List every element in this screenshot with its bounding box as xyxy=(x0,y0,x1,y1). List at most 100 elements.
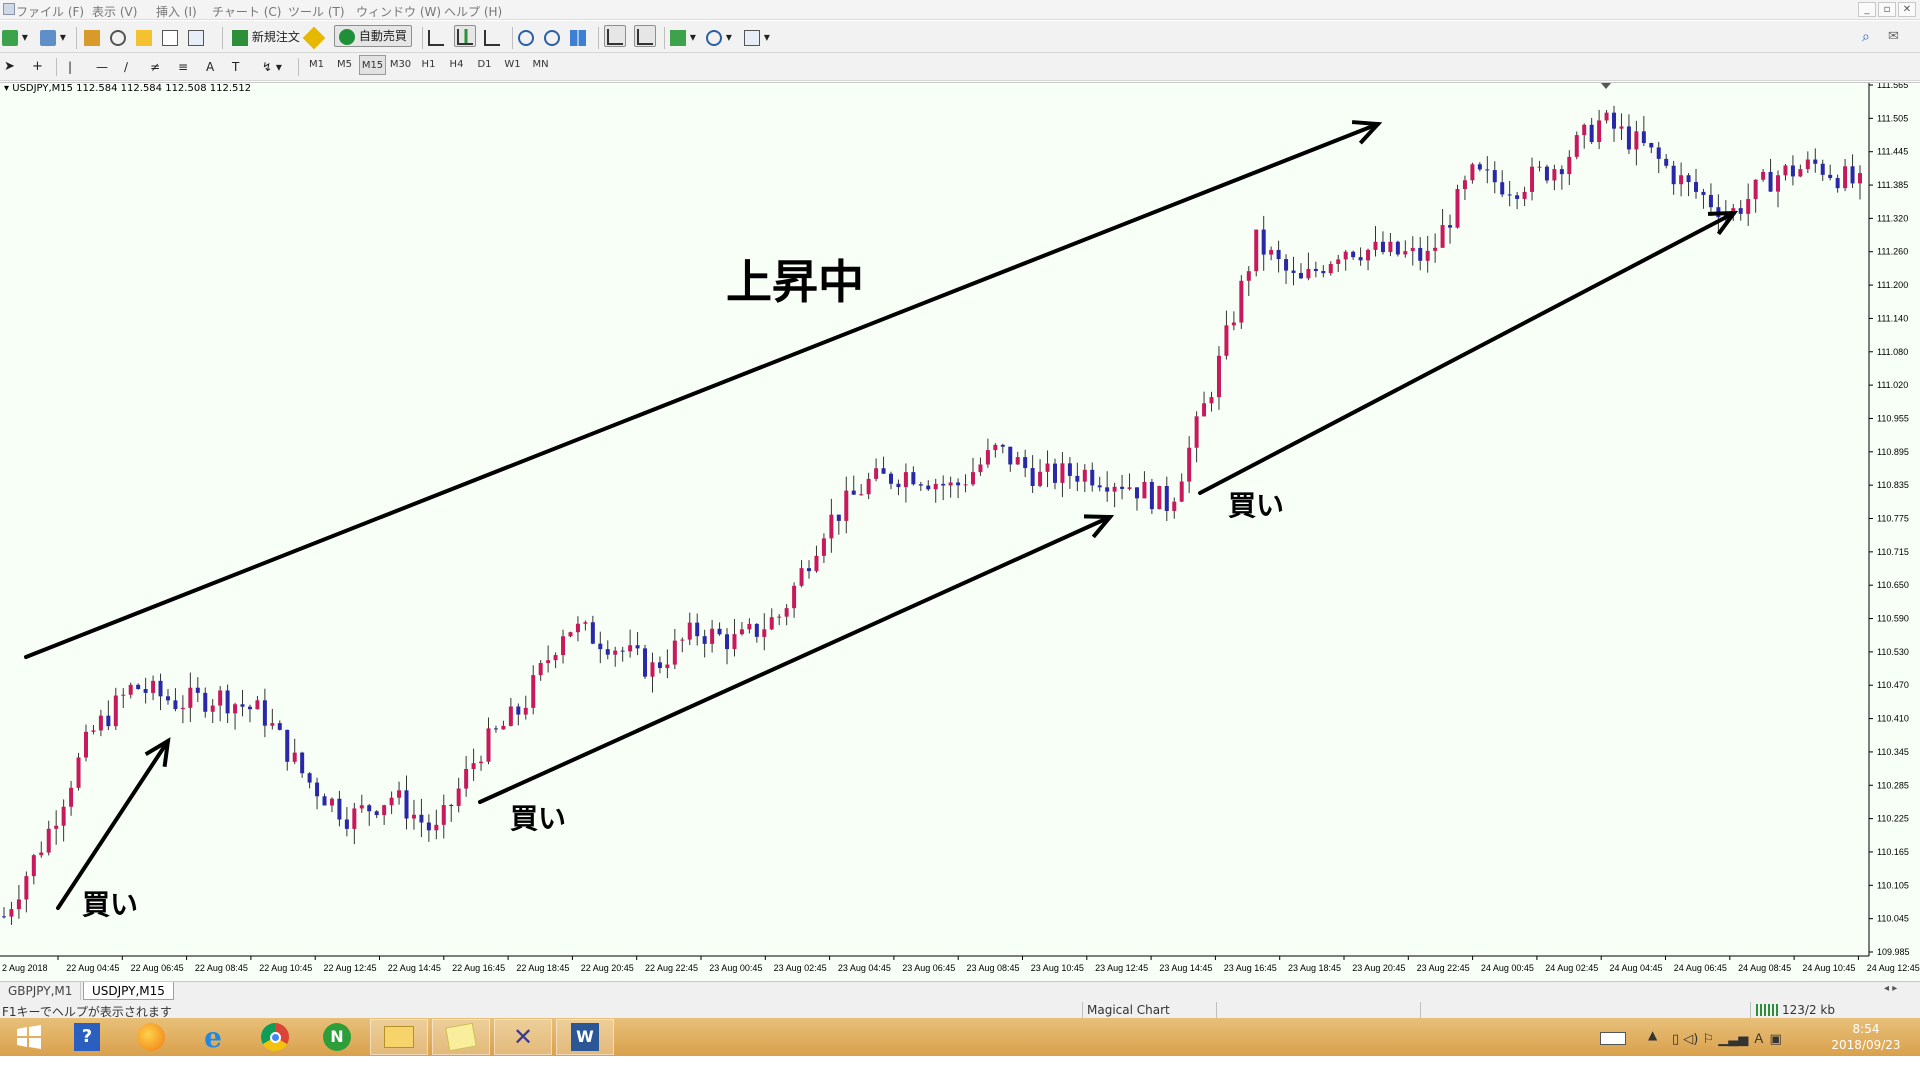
tester-button[interactable] xyxy=(188,27,204,47)
tray-clock[interactable]: 8:54 2018/09/23 xyxy=(1826,1021,1906,1053)
cursor-tool[interactable]: ➤ xyxy=(4,59,15,74)
menu-item[interactable]: チャート (C) xyxy=(212,5,282,19)
time-axis: 2 Aug 2018 22 Aug 04:45 22 Aug 06:45 22 Aug… xyxy=(2,956,1920,973)
chart-window[interactable]: 111.565 111.505 111.445 111.385 111.320 111.2… xyxy=(0,82,1920,981)
candle-body xyxy=(1045,463,1050,472)
market-watch-icon xyxy=(84,29,100,46)
auto-trading-button[interactable]: 自動売買 xyxy=(334,25,412,47)
candle-body xyxy=(24,876,29,900)
channel-tool[interactable]: ≠ xyxy=(150,60,161,74)
candlestick-button[interactable] xyxy=(454,25,476,47)
text-tool[interactable]: A xyxy=(206,60,215,74)
candle-body xyxy=(672,640,677,665)
zoom-out-button[interactable] xyxy=(544,27,560,47)
tray-icons[interactable]: ▯ ◁) ⚐ ▁▃▅ Ａ ▣ xyxy=(1672,1032,1782,1047)
auto-trade-label: 自動売買 xyxy=(358,29,407,43)
profiles-button[interactable]: ▾ xyxy=(40,27,66,47)
timeframe-d1[interactable]: D1 xyxy=(477,59,492,70)
horizontal-line-tool[interactable]: — xyxy=(96,60,108,74)
minimize-button[interactable]: _ xyxy=(1858,2,1876,17)
taskbar-explorer-app[interactable] xyxy=(370,1019,428,1055)
candle-body xyxy=(1820,163,1825,175)
tab-scroll-arrows[interactable]: ◂ ▸ xyxy=(1884,983,1898,994)
taskbar-metatrader-app[interactable]: ✕ xyxy=(494,1019,552,1055)
indicators-button[interactable]: ▾ xyxy=(670,27,696,47)
chart-tab[interactable]: GBPJPY,M1 xyxy=(0,982,82,1000)
candle-body xyxy=(359,805,364,809)
close-button[interactable]: ✕ xyxy=(1898,2,1916,17)
market-watch-button[interactable] xyxy=(84,27,100,47)
taskbar-app-5[interactable]: N xyxy=(308,1019,366,1055)
taskbar-sticky-app[interactable] xyxy=(432,1019,490,1055)
timeframe-w1[interactable]: W1 xyxy=(504,59,521,70)
taskbar-chrome-app[interactable] xyxy=(246,1019,304,1055)
candle-body xyxy=(1202,403,1207,417)
candle-body xyxy=(367,805,372,812)
taskbar-ie-app[interactable]: e xyxy=(184,1019,242,1055)
trendline-tool[interactable]: ∕ xyxy=(124,60,129,74)
text-label-tool[interactable]: T xyxy=(232,60,240,74)
bar-chart-button[interactable] xyxy=(428,27,444,47)
menu-item[interactable]: ファイル (F) xyxy=(16,5,85,19)
candle-body xyxy=(1358,257,1363,261)
time-label: 22 Aug 18:45 xyxy=(516,963,569,973)
app-icon[interactable] xyxy=(3,3,15,15)
candle-body xyxy=(1798,169,1803,177)
crosshair-tool[interactable]: + xyxy=(32,59,43,74)
candle-body xyxy=(1440,225,1445,248)
terminal-button[interactable] xyxy=(162,27,178,47)
candle-body xyxy=(1157,485,1162,510)
menu-item[interactable]: ヘルプ (H) xyxy=(444,5,503,19)
candle-body xyxy=(1671,165,1676,185)
navigator-button[interactable] xyxy=(136,27,152,47)
search-icon[interactable]: ⌕ xyxy=(1862,29,1870,45)
candle-body xyxy=(1060,463,1065,483)
metaeditor-button[interactable] xyxy=(302,26,326,49)
menu-item[interactable]: 挿入 (I) xyxy=(156,5,197,19)
timeframe-mn[interactable]: MN xyxy=(532,59,549,70)
timeframe-m30[interactable]: M30 xyxy=(389,59,412,70)
menu-item[interactable]: ツール (T) xyxy=(288,5,345,19)
chart-shift-marker[interactable] xyxy=(1601,83,1611,89)
tray-arrow-icon[interactable]: ▲ xyxy=(1648,1028,1658,1042)
data-window-button[interactable] xyxy=(110,27,126,47)
vertical-line-tool[interactable]: | xyxy=(68,60,73,74)
keyboard-icon[interactable] xyxy=(1600,1032,1626,1045)
timeframe-m1[interactable]: M1 xyxy=(309,59,324,70)
shapes-tool[interactable]: ↯ ▾ xyxy=(262,60,282,74)
restore-button[interactable]: ▫ xyxy=(1878,2,1896,17)
word-icon: W xyxy=(571,1023,599,1051)
candle-body xyxy=(1738,208,1743,214)
templates-button[interactable]: ▾ xyxy=(744,27,770,47)
candle-body xyxy=(516,706,521,715)
timeframe-m5[interactable]: M5 xyxy=(337,59,352,70)
timeframe-m15[interactable]: M15 xyxy=(359,55,386,75)
taskbar-help-app[interactable]: ? xyxy=(58,1019,116,1055)
taskbar-word-app[interactable]: W xyxy=(556,1019,614,1055)
chart-canvas[interactable]: 111.565 111.505 111.445 111.385 111.320 111.2… xyxy=(0,83,1920,982)
periods-button[interactable]: ▾ xyxy=(706,27,732,47)
chat-icon[interactable]: ✉ xyxy=(1888,29,1899,44)
timeframe-h1[interactable]: H1 xyxy=(421,59,436,70)
menu-item[interactable]: 表示 (V) xyxy=(92,5,138,19)
status-help-text: F1キーでヘルプが表示されます xyxy=(2,1005,172,1019)
timeframe-h4[interactable]: H4 xyxy=(449,59,464,70)
chart-tab[interactable]: USDJPY,M15 xyxy=(83,982,174,1000)
start-button[interactable] xyxy=(0,1019,58,1055)
line-chart-button[interactable] xyxy=(484,27,500,47)
candle-body xyxy=(389,797,394,806)
taskbar-firefox-app[interactable] xyxy=(122,1019,180,1055)
fibonacci-tool[interactable]: ≡ xyxy=(178,60,189,74)
candle-body xyxy=(881,468,886,474)
candle-body xyxy=(1679,175,1684,185)
price-label: 111.080 xyxy=(1877,347,1908,357)
tile-windows-button[interactable] xyxy=(570,27,586,47)
price-label: 110.835 xyxy=(1877,480,1909,490)
new-order-button[interactable]: 新規注文 xyxy=(228,27,304,47)
new-chart-button[interactable]: ▾ xyxy=(2,27,28,47)
autoscroll-button[interactable] xyxy=(634,25,656,47)
zoom-in-button[interactable] xyxy=(518,27,534,47)
price-label: 110.775 xyxy=(1877,514,1909,524)
chart-shift-button[interactable] xyxy=(604,25,626,47)
menu-item[interactable]: ウィンドウ (W) xyxy=(356,5,442,19)
